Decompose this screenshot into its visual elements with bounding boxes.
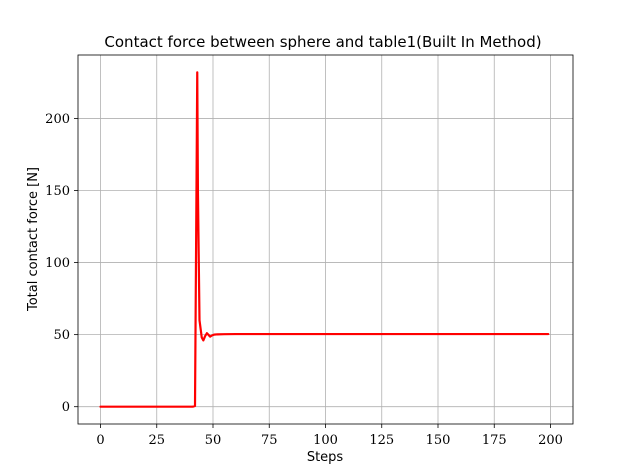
y-axis-label: Total contact force [N] (26, 167, 41, 312)
y-tick-label: 50 (53, 328, 70, 343)
x-tick-label: 150 (426, 433, 451, 448)
x-tick-label: 125 (369, 433, 394, 448)
y-tick-label: 150 (45, 184, 70, 199)
grid (78, 55, 573, 424)
x-axis-label: Steps (307, 450, 344, 465)
y-tick-label: 200 (45, 112, 70, 127)
x-tick-label: 75 (261, 433, 278, 448)
chart-title: Contact force between sphere and table1(… (104, 33, 541, 51)
y-tick-label: 100 (45, 256, 70, 271)
series-layer (99, 71, 550, 408)
x-tick-label: 25 (148, 433, 165, 448)
x-tick-label: 200 (538, 433, 563, 448)
x-tick-label: 0 (96, 433, 104, 448)
x-tick-label: 100 (313, 433, 338, 448)
y-tick-label: 0 (62, 400, 70, 415)
x-tick-label: 175 (482, 433, 507, 448)
contact-force-series-line (99, 71, 550, 408)
x-tick-label: 50 (205, 433, 222, 448)
axis-ticks: 0 25 50 75 100 125 150 175 200 0 50 100 150 200 (45, 112, 563, 448)
